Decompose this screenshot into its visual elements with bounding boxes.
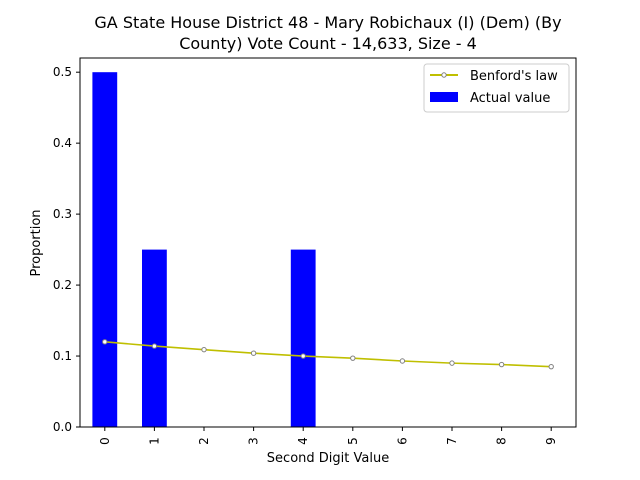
- x-tick-label: 5: [346, 437, 360, 445]
- benford-point-2: [201, 346, 207, 353]
- legend-actual-swatch: [430, 92, 458, 102]
- x-tick-label: 7: [445, 437, 459, 445]
- y-tick-label: 0.2: [53, 278, 72, 292]
- x-axis-label: Second Digit Value: [267, 451, 389, 466]
- bar-series: [92, 72, 316, 427]
- legend-box: [423, 63, 570, 113]
- x-tick-label: 6: [395, 437, 409, 445]
- bar-digit-0: [92, 72, 118, 427]
- x-tick-label: 8: [495, 437, 509, 445]
- legend: Benford's law Actual value: [423, 63, 570, 113]
- bar-digit-1: [142, 249, 167, 427]
- benford-point-3: [250, 350, 257, 356]
- legend-benford-marker: [441, 72, 447, 78]
- benford-point-1: [151, 343, 158, 349]
- benford-point-9: [548, 363, 554, 370]
- benford-point-7: [449, 360, 455, 366]
- y-axis-ticks: 0.0 0.1 0.2 0.3 0.4 0.5: [53, 65, 80, 434]
- y-tick-label: 0.0: [53, 420, 72, 434]
- legend-actual-label: Actual value: [470, 91, 550, 106]
- y-axis-label: Proportion: [29, 209, 44, 276]
- chart-title-line-2: County) Vote Count - 14,633, Size - 4: [179, 34, 477, 53]
- benford-line: [104, 341, 552, 368]
- y-tick-label: 0.5: [53, 65, 72, 79]
- plot-frame: [79, 57, 577, 428]
- benford-point-0: [102, 339, 108, 345]
- benford-line-series: [102, 339, 554, 370]
- x-tick-label: 9: [544, 437, 558, 445]
- x-tick-label: 0: [98, 437, 112, 445]
- chart-title-line-1: GA State House District 48 - Mary Robich…: [94, 13, 561, 32]
- x-tick-label: 3: [247, 437, 261, 445]
- y-tick-label: 0.1: [53, 349, 72, 363]
- x-tick-label: 1: [147, 437, 161, 445]
- y-tick-label: 0.4: [53, 136, 72, 150]
- benford-point-6: [399, 358, 406, 364]
- x-tick-label: 4: [296, 437, 310, 445]
- x-tick-label: 2: [197, 437, 211, 445]
- bar-digit-4: [290, 249, 316, 427]
- benford-point-4: [300, 353, 306, 359]
- legend-benford-label: Benford's law: [470, 69, 558, 84]
- benford-point-5: [350, 355, 356, 361]
- benford-point-8: [498, 361, 505, 368]
- x-axis-ticks: 0 1 2 3 4 5 6 7 8 9: [98, 427, 558, 445]
- y-tick-label: 0.3: [53, 207, 72, 221]
